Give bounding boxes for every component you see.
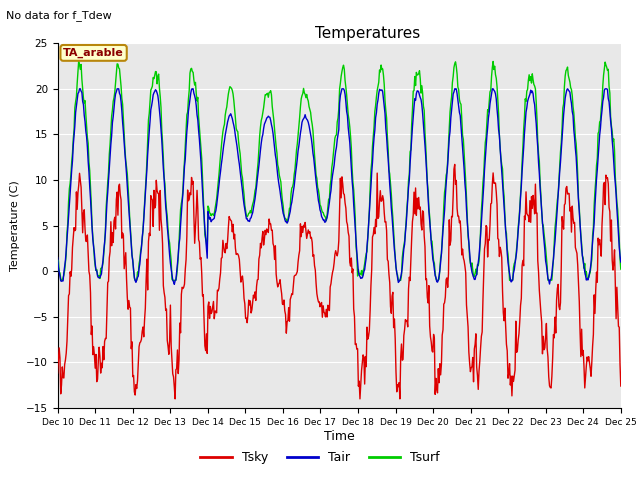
Text: No data for f_Tdew: No data for f_Tdew [6, 10, 112, 21]
X-axis label: Time: Time [324, 430, 355, 443]
Legend: Tsky, Tair, Tsurf: Tsky, Tair, Tsurf [195, 446, 445, 469]
Y-axis label: Temperature (C): Temperature (C) [10, 180, 20, 271]
Text: TA_arable: TA_arable [63, 48, 124, 58]
Title: Temperatures: Temperatures [315, 25, 420, 41]
